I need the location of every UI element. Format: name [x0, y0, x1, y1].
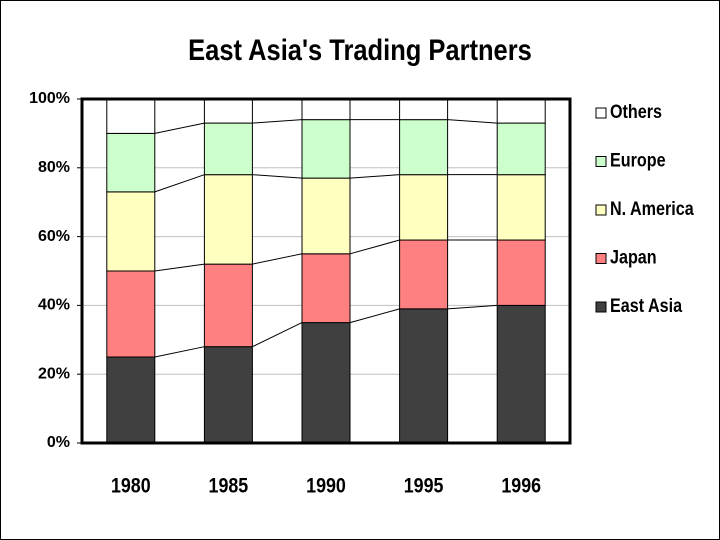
legend-swatch — [595, 204, 607, 216]
bar-segment — [106, 270, 156, 358]
bar-segment — [203, 263, 253, 348]
y-tick-label: 80% — [38, 159, 70, 176]
x-tick-label: 1995 — [404, 474, 444, 498]
x-tick-label: 1996 — [501, 474, 541, 498]
bar-segment — [399, 174, 449, 241]
y-tick-label: 40% — [38, 297, 70, 314]
bar-segment — [106, 98, 156, 134]
bar-segment — [203, 174, 253, 265]
legend-swatch — [595, 107, 607, 119]
bar-segment — [301, 119, 351, 179]
bar-segment — [496, 304, 546, 444]
x-tick-label: 1980 — [111, 474, 151, 498]
bar-segment — [301, 177, 351, 255]
legend-label: Japan — [610, 246, 657, 268]
bar-segment — [496, 122, 546, 176]
legend-label: Europe — [610, 149, 666, 171]
connector-line — [154, 174, 205, 193]
connector-line — [447, 304, 498, 310]
bar-segment — [399, 119, 449, 176]
bar-segment — [301, 98, 351, 121]
connector-line — [447, 119, 498, 124]
legend-label: Others — [610, 101, 662, 123]
x-tick-label: 1990 — [306, 474, 346, 498]
y-tick-label: 60% — [38, 228, 70, 245]
legend-label: N. America — [610, 198, 694, 220]
chart-title: East Asia's Trading Partners — [188, 33, 532, 66]
legend-swatch — [595, 301, 607, 313]
connector-line — [349, 308, 400, 324]
y-tick-label: 100% — [29, 90, 70, 107]
x-tick-label: 1985 — [209, 474, 249, 498]
bar-segment — [106, 356, 156, 444]
bar-segment — [203, 98, 253, 124]
bar-segment — [203, 346, 253, 444]
bar-segment — [496, 98, 546, 124]
bar-segment — [399, 239, 449, 310]
bar-segment — [301, 322, 351, 444]
connector-line — [154, 263, 205, 272]
bar-segment — [203, 122, 253, 176]
connector-line — [252, 174, 303, 179]
bar-segment — [496, 174, 546, 241]
bar-segment — [106, 191, 156, 272]
connector-line — [154, 122, 205, 134]
connector-line — [252, 322, 303, 348]
y-tick-label: 20% — [38, 365, 70, 382]
bar-segment — [399, 308, 449, 444]
legend-swatch — [595, 253, 607, 264]
plot-border — [80, 97, 572, 445]
bar-segment — [399, 98, 449, 121]
legend-label: East Asia — [610, 295, 682, 317]
y-tick-label: 0% — [47, 434, 70, 451]
connector-line — [349, 174, 400, 179]
bar-segment — [301, 253, 351, 324]
bar-segment — [106, 132, 156, 193]
connector-line — [252, 119, 303, 124]
connector-line — [154, 346, 205, 358]
connector-line — [349, 239, 400, 255]
connector-line — [252, 253, 303, 265]
bar-segment — [496, 239, 546, 306]
legend-swatch — [595, 156, 607, 167]
